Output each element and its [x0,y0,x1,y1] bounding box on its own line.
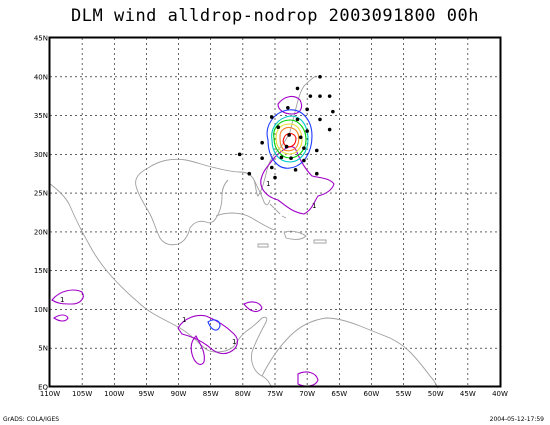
dropsonde-point [302,158,306,163]
dropsonde-point [308,94,313,98]
contour-labels: 1 1 1 1 1 [60,180,316,346]
x-tick-label: 100W [104,390,124,398]
contour-purple-pacific-west [51,289,84,305]
dropsonde-point [327,94,332,98]
contour-label: 1 [182,316,186,324]
coastline-north-america [48,182,273,389]
y-tick-label: EQ [38,384,48,392]
contour-purple-panama [243,301,263,313]
coastline-puerto-rico [313,239,327,244]
dropsonde-point [314,148,319,153]
dropsonde-point [269,165,274,170]
x-tick-label: 45W [460,390,476,398]
contour-blue-central-america [207,319,221,331]
dropsonde-point [279,155,284,160]
y-tick-label: 30N [34,151,48,159]
dropsonde-point [269,115,274,119]
dropsonde-point [314,171,319,176]
x-tick-label: 110W [40,390,60,398]
y-tick-label: 45N [34,35,48,43]
dropsonde-point [286,106,290,110]
x-tick-label: 50W [428,390,444,398]
dropsonde-markers [237,74,335,180]
x-tick-label: 85W [203,390,219,398]
y-tick-label: 15N [34,267,48,275]
contour-yellow-ring [275,123,303,155]
x-tick-label: 95W [139,390,155,398]
dropsonde-point [305,129,309,133]
contour-label: 1 [232,338,236,346]
contour-purple-pacific-south [190,335,205,365]
coastlines [48,75,439,389]
map-frame [48,36,502,388]
x-tick-label: 40W [492,390,508,398]
coastline-us-gulf [147,75,317,197]
map-title: DLM wind alldrop-nodrop 2003091800 00h [71,6,479,26]
x-tick-label: 55W [396,390,412,398]
x-tick-label: 90W [171,390,187,398]
contour-orange-ring [279,126,300,152]
coastline-jamaica [257,243,269,248]
wind-difference-contours [51,95,335,387]
dropsonde-point [302,146,306,150]
x-tick-label: 70W [299,390,315,398]
contour-cyan-ring [271,115,309,163]
contour-purple-south-america [297,371,319,387]
contour-purple-central-america [177,314,239,355]
coastline-hispaniola [283,230,307,240]
contour-label: 1 [312,202,316,210]
coastline-florida-peninsula [253,179,271,206]
dropsonde-point [273,175,277,180]
dropsonde-point [260,156,264,161]
y-tick-label: 20N [34,228,48,236]
y-tick-label: 5N [38,345,48,353]
coastline-south-america [261,317,439,389]
x-tick-label: 105W [72,390,92,398]
dropsonde-point [260,140,264,145]
footer-credit: GrADS: COLA/IGES [3,416,60,423]
dropsonde-point [327,127,332,132]
axis-tick-labels: 110W 105W 100W 95W 90W 85W 80W 75W 70W 65W 60W 55W 5… [34,35,508,399]
dropsonde-point [295,117,300,122]
contour-purple-pacific-small [53,314,69,322]
x-tick-label: 60W [364,390,380,398]
contour-label: 1 [60,296,64,304]
x-tick-label: 80W [235,390,251,398]
dropsonde-point [305,107,309,112]
dropsonde-point [276,125,281,129]
dropsonde-point [318,94,322,98]
contour-green-ring [273,119,307,159]
coastline-gulf-of-mexico [135,167,229,246]
dropsonde-point [331,109,335,114]
y-tick-label: 25N [34,190,48,198]
contour-label: 1 [266,180,270,188]
x-tick-label: 75W [267,390,283,398]
dropsonde-point [247,171,252,176]
y-tick-label: 35N [34,112,48,120]
footer-timestamp: 2004-05-12-17:59 [489,416,544,423]
contour-blue-ring [266,109,313,169]
x-tick-label: 65W [331,390,347,398]
y-tick-label: 10N [34,306,48,314]
dropsonde-point [298,135,303,140]
coastline-bahamas [269,203,287,219]
coastline-cuba [215,212,275,231]
dropsonde-point [287,133,291,137]
dropsonde-point [318,117,322,122]
lat-lon-grid [50,38,500,387]
dropsonde-point [237,152,242,157]
dropsonde-point [318,74,322,79]
dropsonde-point [295,86,300,91]
dropsonde-point [284,144,289,149]
dropsonde-point [289,156,293,161]
dropsonde-point [293,168,298,172]
y-tick-label: 40N [34,73,48,81]
